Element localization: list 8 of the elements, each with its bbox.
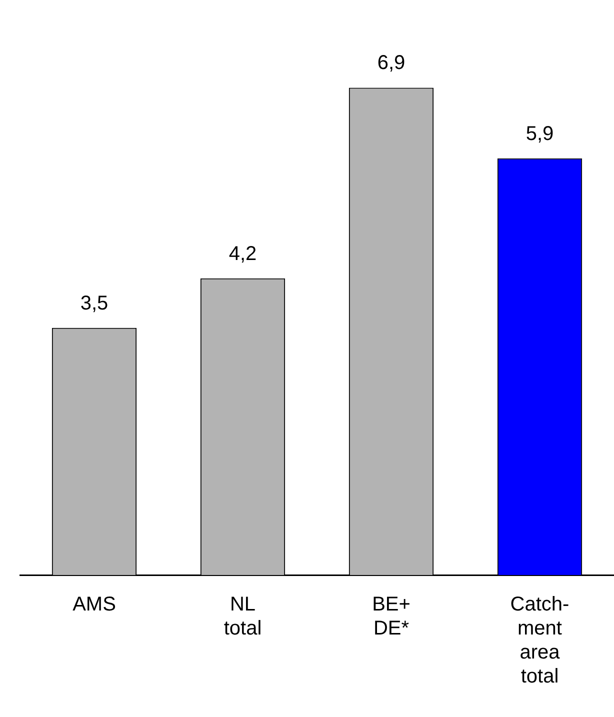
x-tick-label: AMS [72, 594, 116, 616]
x-tick-label: BE+ DE* [372, 594, 410, 640]
data-label: 4,2 [228, 242, 257, 265]
data-label: 6,9 [377, 52, 406, 74]
x-tick-label: Catch- ment area total [510, 594, 570, 688]
x-tick-label: NL total [224, 594, 262, 640]
data-label: 5,9 [526, 122, 554, 145]
data-label: 3,5 [80, 292, 108, 314]
